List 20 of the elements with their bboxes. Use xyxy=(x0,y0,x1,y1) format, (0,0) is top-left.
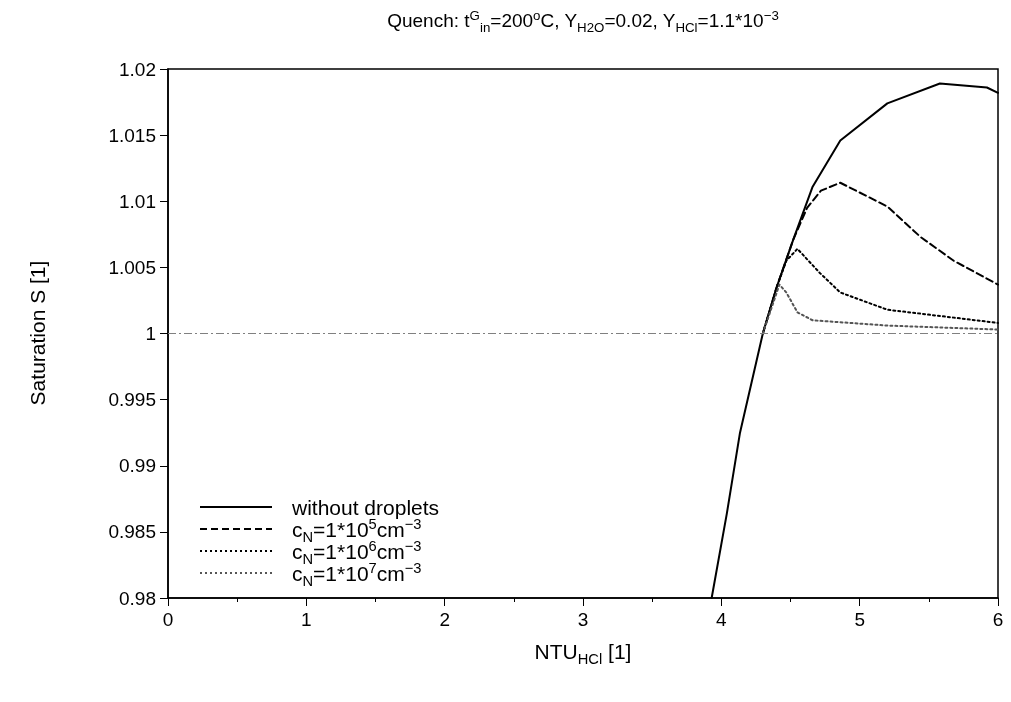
y-tick-label: 1.005 xyxy=(108,256,156,278)
legend-label: without droplets xyxy=(292,495,440,519)
y-tick-label: 0.98 xyxy=(119,587,156,609)
y-tick-label: 1.02 xyxy=(119,58,156,80)
x-tick-label: 2 xyxy=(439,609,450,630)
chart-title: Quench: t$^{G}$$_{in}$=200$^{o}$C, Y$_{H2O}$=0.02, Y$_{HCl}$=1.1*10$^{−3}$ xyxy=(387,7,779,35)
y-tick-label: 0.985 xyxy=(108,521,156,543)
y-tick-label: 0.99 xyxy=(119,455,156,477)
x-tick-label: 1 xyxy=(301,609,312,630)
x-tick-label: 6 xyxy=(992,609,1004,630)
x-tick-label: 4 xyxy=(716,609,728,630)
y-tick-label: 1 xyxy=(145,323,156,344)
x-tick-label: 3 xyxy=(577,609,589,630)
x-tick-label: 5 xyxy=(854,609,865,630)
y-axis-title: Saturation S [1] xyxy=(26,260,50,406)
x-tick-label: 0 xyxy=(162,609,174,630)
y-tick-label: 1.015 xyxy=(108,124,156,146)
y-tick-label: 1.01 xyxy=(119,190,156,212)
x-axis-title: NTU$_{HCl}$ [1] xyxy=(533,640,633,668)
y-tick-label: 0.995 xyxy=(108,389,156,411)
